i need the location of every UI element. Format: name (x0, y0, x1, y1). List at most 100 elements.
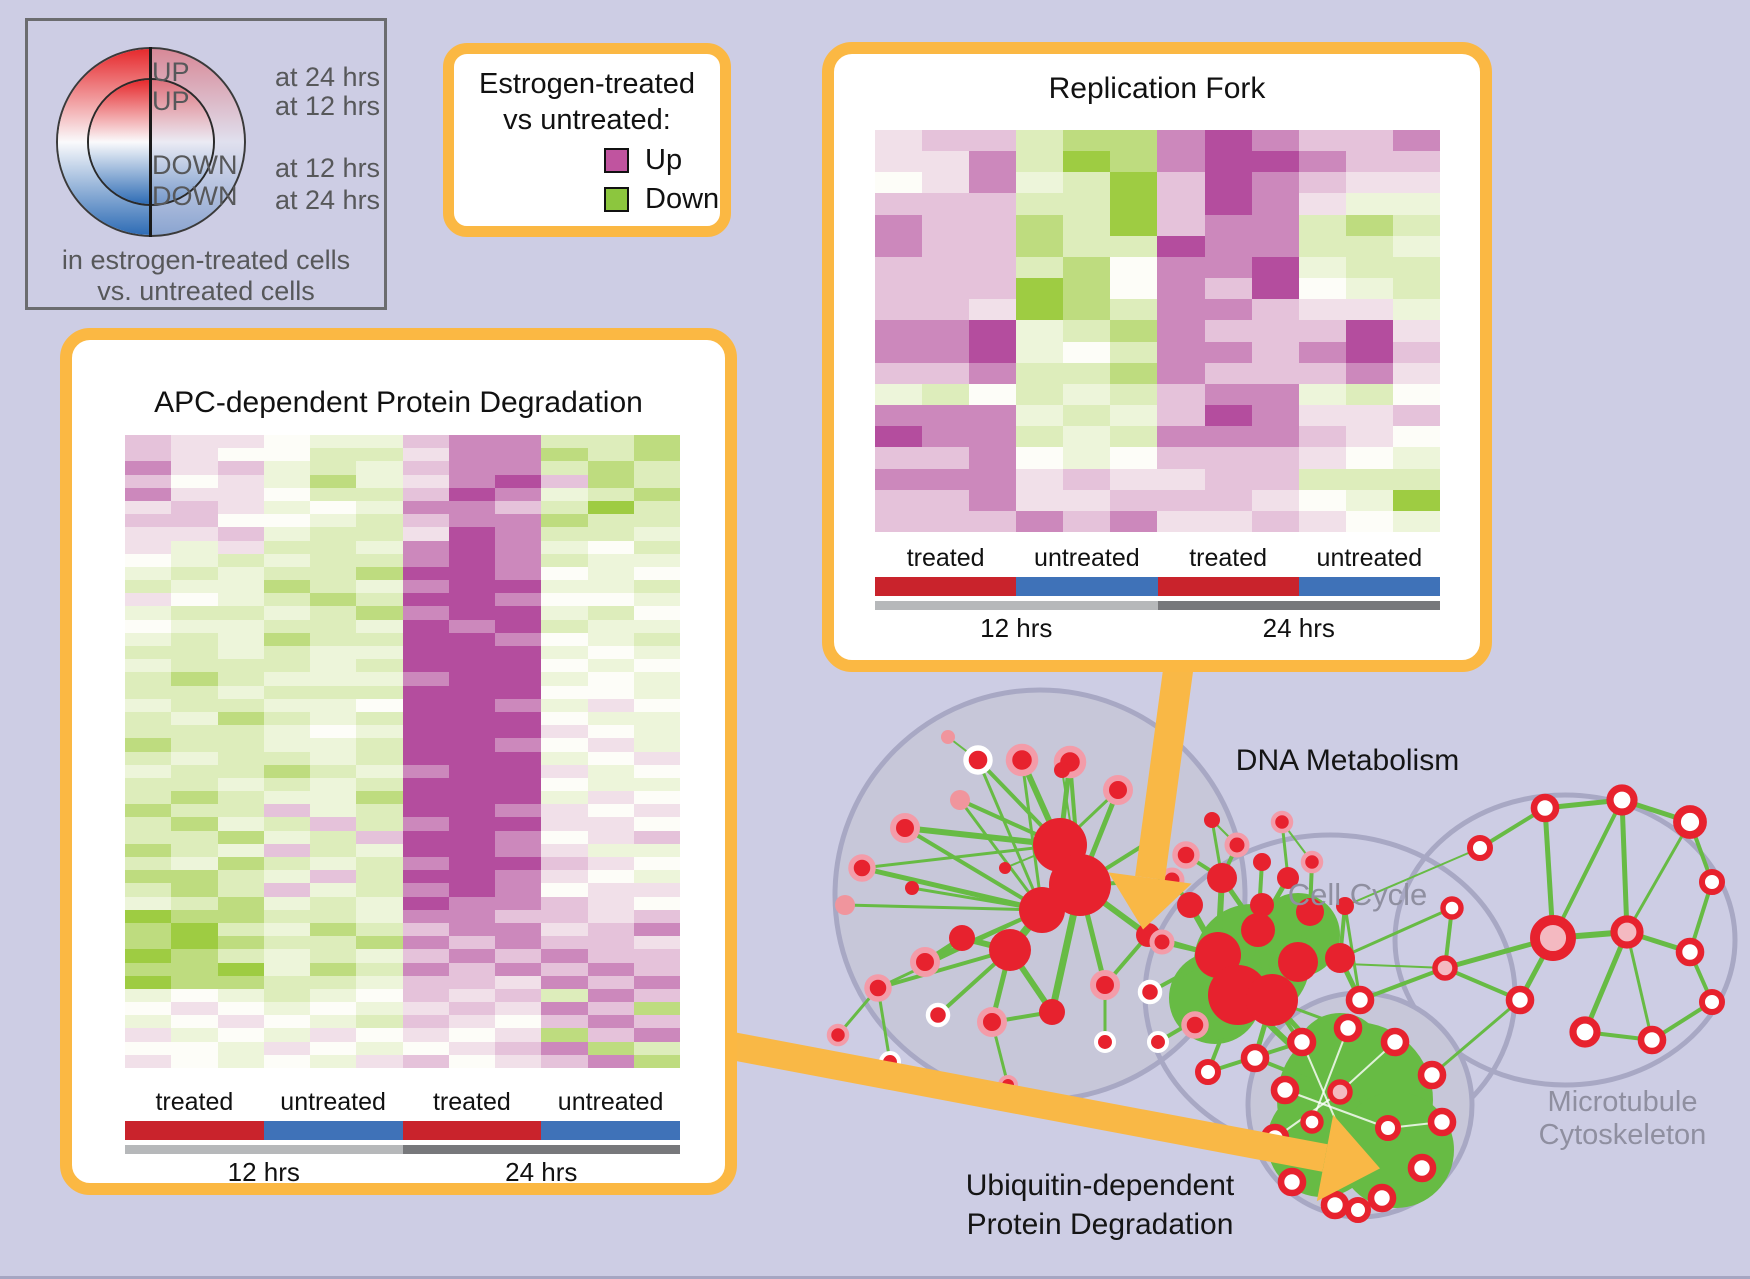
heatmap-cell (587, 883, 634, 897)
heatmap-cell (448, 580, 495, 594)
heatmap-cell (587, 619, 634, 633)
network-node-hollow-white (1287, 1027, 1317, 1057)
heatmap-cell (541, 487, 588, 501)
heatmap-cell (1157, 172, 1205, 194)
heatmap-cell (171, 1002, 218, 1016)
heatmap-cell (1251, 130, 1299, 152)
heatmap-cell (495, 698, 542, 712)
network-node-solid (1277, 867, 1299, 889)
heatmap-cell (125, 791, 172, 805)
heatmap-cell (263, 804, 310, 818)
heatmap-cell (448, 857, 495, 871)
heatmap-cell (633, 514, 680, 528)
heatmap-cell (922, 489, 970, 511)
heatmap-cell (541, 896, 588, 910)
group-label-treated: treated (906, 544, 985, 572)
heatmap-cell (402, 500, 449, 515)
heatmap-cell (1251, 362, 1299, 384)
heatmap-cell (1110, 489, 1158, 511)
heatmap-cell (356, 988, 403, 1003)
treated-color-bar (1157, 577, 1299, 596)
heatmap-cell (875, 214, 923, 236)
heatmap-cell (633, 804, 680, 818)
heatmap-cell (448, 949, 495, 963)
down-swatch-label: Down (645, 183, 720, 215)
heatmap-cell (356, 830, 403, 844)
network-node-hollow-white (1505, 985, 1535, 1015)
heatmap-cell (263, 593, 310, 607)
heatmap-cell (125, 698, 172, 712)
heatmap-cell (1204, 489, 1252, 511)
heatmap-cell (495, 646, 542, 660)
heatmap-cell (633, 646, 680, 660)
heatmap-cell (402, 975, 449, 989)
heatmap-cell (1392, 214, 1440, 236)
network-node-hollow-white (1345, 1197, 1371, 1223)
heatmap-cell (356, 474, 403, 488)
heatmap-cell (263, 817, 310, 831)
heatmap-cell (1204, 299, 1252, 321)
heatmap-cell (633, 922, 680, 937)
heatmap-cell (217, 474, 264, 488)
heatmap-cell (587, 896, 634, 910)
heatmap-cell (495, 870, 542, 884)
heatmap-cell (633, 830, 680, 844)
heatmap-cell (1251, 341, 1299, 363)
heatmap-cell (495, 461, 542, 475)
heatmap-cell (310, 500, 357, 515)
heatmap-cell (402, 962, 449, 976)
heatmap-cell (1392, 172, 1440, 194)
heatmap-cell (263, 870, 310, 884)
heatmap-cell (541, 553, 588, 567)
heatmap-cell (1392, 447, 1440, 469)
heatmap-cell (125, 1002, 172, 1016)
heatmap-cell (356, 751, 403, 765)
heatmap-cell (875, 426, 923, 448)
heatmap-cell (495, 764, 542, 778)
network-node-solid (1296, 898, 1324, 926)
heatmap-cell (263, 487, 310, 501)
heatmap-cell (310, 843, 357, 857)
apc-heatmap-grid (125, 435, 680, 1068)
network-node-hollow-white (1569, 1016, 1601, 1048)
heatmap-cell (1251, 172, 1299, 194)
heatmap-cell (1016, 341, 1064, 363)
heatmap-cell (541, 580, 588, 594)
heatmap-cell (125, 909, 172, 923)
network-node-hollow-white (1637, 1025, 1667, 1055)
network-edge (877, 948, 1011, 990)
heatmap-cell (875, 151, 923, 173)
heatmap-cell (1157, 193, 1205, 215)
heatmap-cell (1392, 405, 1440, 427)
heatmap-cell (171, 580, 218, 594)
network-node-pale (835, 895, 855, 915)
heatmap-cell (495, 936, 542, 950)
heatmap-cell (125, 685, 172, 699)
network-node-pink-ring (826, 1023, 850, 1047)
heatmap-cell (1345, 320, 1393, 342)
heatmap-cell (1345, 383, 1393, 406)
heatmap-cell (171, 659, 218, 673)
heatmap-cell (125, 632, 172, 646)
heatmap-cell (171, 606, 218, 620)
legend-down-inner: DOWN (152, 150, 238, 180)
heatmap-cell (1204, 214, 1252, 236)
heatmap-cell (633, 857, 680, 871)
heatmap-cell (448, 540, 495, 554)
heatmap-cell (1110, 362, 1158, 384)
network-edge (1339, 906, 1453, 960)
heatmap-cell (217, 1002, 264, 1016)
heatmap-cell (495, 487, 542, 501)
heatmap-cell (495, 738, 542, 752)
heatmap-cell (125, 764, 172, 778)
heatmap-cell (402, 817, 449, 831)
heatmap-cell (1204, 172, 1252, 194)
heatmap-cell (495, 843, 542, 857)
heatmap-cell (217, 909, 264, 923)
heatmap-cell (263, 540, 310, 554)
network-node-hollow-white (1407, 1153, 1437, 1183)
heatmap-cell (402, 738, 449, 752)
heatmap-cell (356, 896, 403, 910)
heatmap-cell (1063, 193, 1111, 215)
heatmap-cell (1392, 278, 1440, 300)
